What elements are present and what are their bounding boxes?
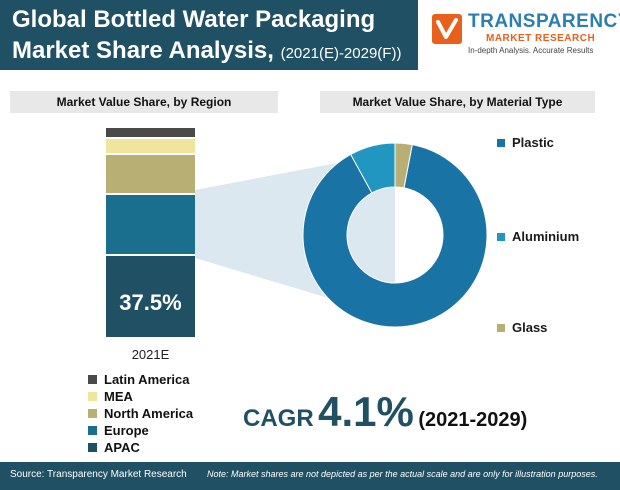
logo-name: TRANSPARENCY: [468, 11, 620, 32]
legend-label: Glass: [512, 320, 548, 335]
legend-swatch-latin-america: [88, 375, 97, 384]
legend-label: North America: [104, 406, 194, 421]
footer-bar: [0, 462, 620, 490]
footer-note: Note: Market shares are not depicted as …: [207, 469, 598, 479]
bar-segment-europe: [106, 194, 195, 254]
legend-label: Latin America: [104, 372, 190, 387]
legend-label: APAC: [104, 440, 140, 455]
legend-label: Europe: [104, 423, 149, 438]
material-chart-title: Market Value Share, by Material Type: [320, 91, 595, 113]
bar-segment-latin-america: [106, 128, 195, 138]
footer-source: Source: Transparency Market Research: [10, 469, 187, 480]
legend-swatch-europe: [88, 426, 97, 435]
legend-item-north-america: North America: [88, 405, 193, 422]
chart-title-line2: Market Share Analysis, (2021(E)-2029(F)): [12, 37, 401, 65]
legend-item-aluminium: Aluminium: [497, 229, 579, 244]
legend-item-plastic: Plastic: [497, 135, 554, 150]
title-banner: [0, 0, 418, 70]
donut-slice-glass: [394, 142, 413, 189]
cagr-label: CAGR: [243, 405, 314, 432]
chart-title-period: (2021(E)-2029(F)): [280, 45, 402, 62]
bar-category-label: 2021E: [131, 347, 170, 362]
legend-swatch-mea: [88, 392, 97, 401]
legend-label: Plastic: [512, 135, 554, 150]
legend-label: Aluminium: [512, 229, 580, 244]
cagr-period: (2021-2029): [418, 409, 528, 431]
logo-tagline: In-depth Analysis. Accurate Results: [468, 46, 594, 55]
chart-title-text: Market Share Analysis,: [12, 37, 274, 64]
region-chart-title: Market Value Share, by Region: [10, 91, 278, 113]
cagr-value: 4.1%: [318, 388, 414, 435]
legend-swatch-north-america: [88, 409, 97, 418]
bar-segment-north-america: [106, 154, 195, 193]
logo-subtitle: MARKET RESEARCH: [486, 33, 596, 44]
chart-title: Global Bottled Water Packaging: [12, 6, 376, 33]
legend-swatch-apac: [88, 443, 97, 452]
legend-item-mea: MEA: [88, 388, 133, 405]
legend-item-latin-america: Latin America: [88, 371, 190, 388]
legend-item-europe: Europe: [88, 422, 149, 439]
bar-segment-apac: [106, 255, 195, 337]
logo-icon: [432, 14, 462, 44]
bar-segment-mea: [106, 139, 195, 153]
donut-slice-plastic: [302, 144, 488, 328]
legend-item-glass: Glass: [497, 320, 547, 335]
cagr-callout: CAGR 4.1% (2021-2029): [243, 388, 527, 436]
legend-swatch-glass: [497, 323, 505, 332]
apac-share-label: 37.5%: [119, 290, 182, 315]
legend-label: MEA: [104, 389, 133, 404]
legend-swatch-aluminium: [497, 232, 505, 241]
legend-item-apac: APAC: [88, 439, 140, 456]
legend-swatch-plastic: [497, 138, 505, 147]
